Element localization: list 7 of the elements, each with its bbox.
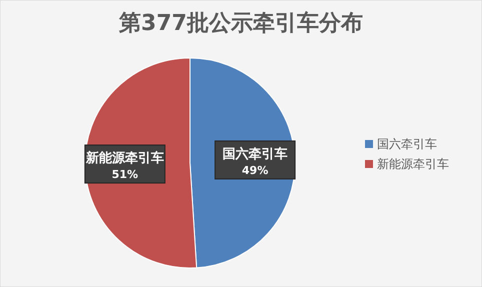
data-label: 49% <box>242 164 268 177</box>
legend-label: 新能源牵引车 <box>377 157 449 171</box>
legend-label: 国六牵引车 <box>377 137 437 151</box>
data-label: 51% <box>112 168 138 182</box>
slice-label: 国六牵引车 <box>222 146 288 162</box>
slice-label: 新能源牵引车 <box>84 150 164 166</box>
chart-title: 第377批公示牵引车分布 <box>118 10 363 36</box>
